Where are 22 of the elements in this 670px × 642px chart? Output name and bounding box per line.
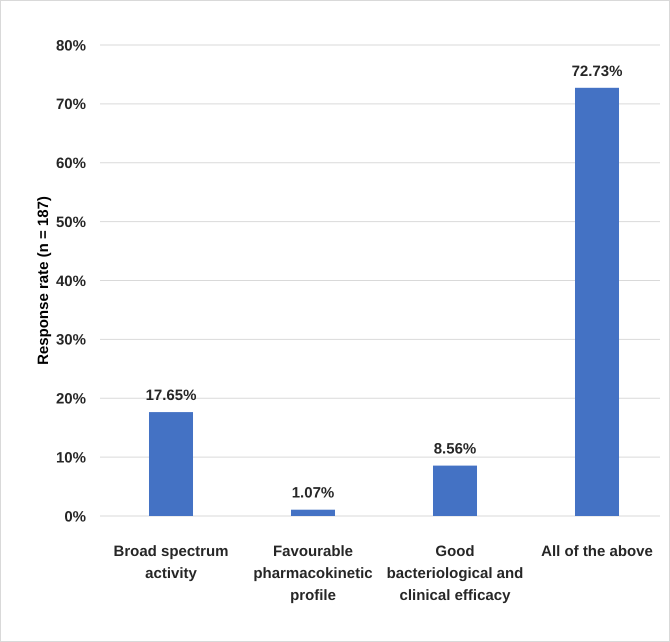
x-tick-label: Good bacteriological and clinical efficacy [386,543,524,604]
y-tick-label: 80% [56,37,86,54]
bar [148,412,194,516]
x-tick-label: Favourable pharmacokinetic profile [253,543,373,604]
y-tick-label: 0% [64,508,86,526]
bar [432,466,478,516]
y-tick-label: 40% [56,272,86,290]
bar [574,88,620,516]
x-tick-label: All of the above [541,543,653,560]
y-tick-label: 50% [56,214,86,231]
data-label: 8.56% [434,440,476,458]
y-tick-label: 30% [56,332,86,349]
y-tick-label: 60% [56,155,86,172]
y-tick-label: 70% [56,96,86,114]
y-tick-label: 10% [56,449,86,466]
data-label: 1.07% [292,484,334,502]
data-label: 17.65% [146,387,196,404]
y-tick-label: 20% [56,390,86,408]
bar [290,510,336,516]
y-axis-title: Response rate (n = 187) [35,196,52,365]
data-label: 72.73% [572,62,622,80]
x-tick-label: Broad spectrum activity [113,543,229,582]
